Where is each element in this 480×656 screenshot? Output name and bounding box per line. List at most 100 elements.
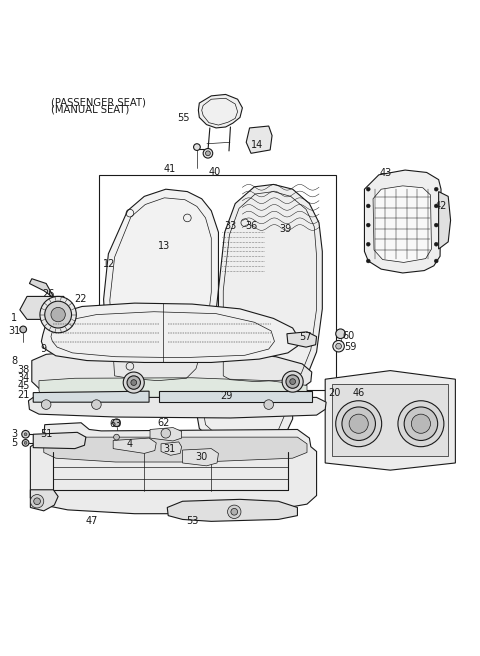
- Circle shape: [22, 430, 29, 438]
- Circle shape: [366, 259, 370, 263]
- Text: 41: 41: [164, 164, 176, 174]
- Text: 57: 57: [300, 332, 312, 342]
- Text: 53: 53: [186, 516, 198, 526]
- Polygon shape: [364, 170, 441, 273]
- Circle shape: [336, 401, 382, 447]
- Text: (PASSENGER SEAT): (PASSENGER SEAT): [51, 97, 146, 107]
- Circle shape: [30, 495, 44, 508]
- Text: 45: 45: [17, 381, 30, 391]
- Circle shape: [161, 428, 170, 438]
- Circle shape: [45, 301, 72, 328]
- Text: 43: 43: [379, 169, 392, 178]
- Circle shape: [434, 242, 438, 246]
- Circle shape: [342, 407, 375, 440]
- Text: 38: 38: [18, 365, 30, 375]
- Circle shape: [40, 297, 76, 333]
- Circle shape: [366, 242, 370, 246]
- Polygon shape: [20, 297, 64, 319]
- Circle shape: [20, 326, 26, 333]
- Circle shape: [205, 151, 210, 155]
- Circle shape: [24, 441, 27, 444]
- Text: 22: 22: [74, 294, 86, 304]
- Circle shape: [203, 148, 213, 158]
- Polygon shape: [113, 438, 156, 453]
- Text: 60: 60: [342, 331, 354, 341]
- Circle shape: [22, 440, 29, 446]
- Text: 20: 20: [329, 388, 341, 398]
- Polygon shape: [246, 126, 272, 154]
- Text: 31: 31: [163, 443, 175, 453]
- Text: 3: 3: [11, 429, 17, 440]
- Circle shape: [336, 329, 345, 338]
- Polygon shape: [158, 391, 312, 402]
- Circle shape: [113, 419, 120, 426]
- Polygon shape: [182, 449, 218, 466]
- Polygon shape: [218, 184, 323, 386]
- Circle shape: [411, 414, 431, 434]
- Circle shape: [228, 505, 241, 518]
- Circle shape: [193, 144, 200, 150]
- Polygon shape: [30, 490, 58, 511]
- Text: 46: 46: [353, 388, 365, 398]
- Text: 62: 62: [157, 418, 169, 428]
- Text: 34: 34: [18, 373, 30, 382]
- Polygon shape: [104, 189, 218, 386]
- Circle shape: [114, 434, 120, 440]
- Text: 39: 39: [279, 224, 291, 234]
- Text: 36: 36: [245, 220, 257, 230]
- Polygon shape: [150, 428, 181, 441]
- Text: 4: 4: [127, 440, 133, 449]
- Circle shape: [398, 401, 444, 447]
- Circle shape: [366, 188, 370, 191]
- Polygon shape: [161, 442, 181, 455]
- Polygon shape: [39, 378, 307, 398]
- Circle shape: [434, 188, 438, 191]
- Text: 63: 63: [109, 419, 121, 429]
- Text: 29: 29: [220, 391, 233, 401]
- Polygon shape: [44, 437, 307, 462]
- Circle shape: [404, 407, 438, 440]
- Text: 26: 26: [42, 289, 54, 300]
- Text: 59: 59: [344, 342, 356, 352]
- Polygon shape: [332, 384, 448, 456]
- Text: 9: 9: [41, 344, 47, 354]
- Text: 21: 21: [17, 390, 30, 400]
- Circle shape: [131, 380, 137, 386]
- Polygon shape: [167, 499, 298, 522]
- Circle shape: [231, 508, 238, 515]
- Text: 40: 40: [209, 167, 221, 177]
- Text: 51: 51: [40, 429, 53, 440]
- Polygon shape: [33, 391, 149, 402]
- Polygon shape: [439, 192, 451, 249]
- Circle shape: [24, 433, 27, 436]
- Circle shape: [51, 308, 65, 322]
- Text: 8: 8: [11, 356, 17, 365]
- Circle shape: [34, 498, 40, 504]
- Text: (MANUAL SEAT): (MANUAL SEAT): [51, 105, 129, 115]
- Polygon shape: [29, 279, 60, 302]
- Circle shape: [264, 400, 274, 409]
- Polygon shape: [325, 371, 456, 470]
- Polygon shape: [373, 186, 432, 262]
- Polygon shape: [28, 398, 326, 418]
- Polygon shape: [41, 303, 299, 363]
- Circle shape: [366, 223, 370, 227]
- Circle shape: [127, 376, 141, 389]
- Circle shape: [366, 204, 370, 208]
- Circle shape: [349, 414, 368, 434]
- Text: 47: 47: [85, 516, 98, 526]
- Polygon shape: [196, 359, 293, 444]
- Circle shape: [282, 371, 303, 392]
- Text: 5: 5: [11, 438, 17, 448]
- Circle shape: [286, 375, 300, 388]
- Polygon shape: [30, 422, 317, 514]
- Text: 33: 33: [224, 220, 237, 230]
- Text: 13: 13: [158, 241, 170, 251]
- Circle shape: [434, 259, 438, 263]
- Circle shape: [41, 400, 51, 409]
- Text: 1: 1: [11, 313, 17, 323]
- Circle shape: [92, 400, 101, 409]
- Polygon shape: [32, 351, 312, 399]
- Text: 55: 55: [177, 113, 190, 123]
- Polygon shape: [287, 332, 317, 347]
